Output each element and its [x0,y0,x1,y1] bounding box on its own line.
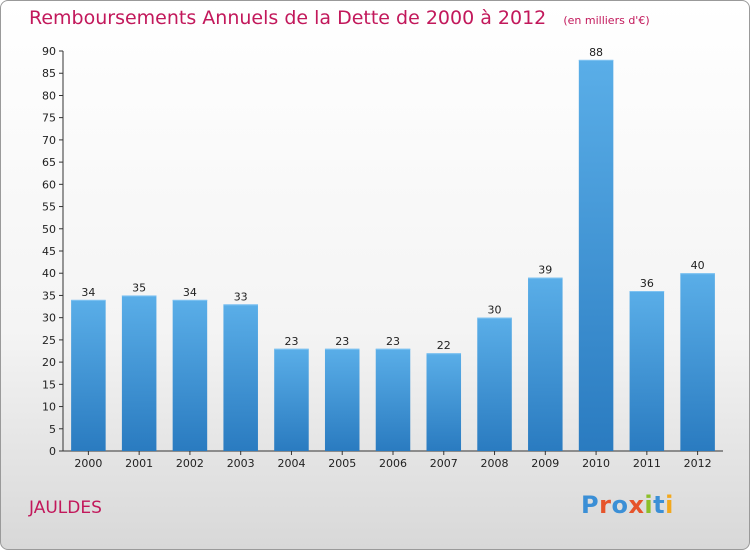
bar-value-label: 34 [81,286,95,299]
y-tick-label: 70 [42,134,56,147]
y-tick-label: 65 [42,156,56,169]
y-tick-label: 55 [42,201,56,214]
x-tick-label: 2003 [227,457,255,470]
bar-value-label: 23 [386,335,400,348]
bar [528,277,563,451]
bar-value-label: 40 [691,259,705,272]
y-tick-label: 10 [42,401,56,414]
bar [274,348,309,451]
y-tick-label: 0 [49,445,56,458]
bar-value-label: 30 [488,304,502,317]
x-tick-label: 2008 [481,457,509,470]
logo-letter: o [611,491,629,519]
x-tick-label: 2001 [125,457,153,470]
bar [375,348,411,451]
y-tick-label: 75 [42,112,56,125]
y-tick-label: 90 [42,45,56,58]
logo-letter: i [665,491,674,519]
bars [71,59,715,452]
y-tick-label: 85 [42,67,56,80]
bar [426,353,462,451]
x-tick-label: 2011 [633,457,661,470]
x-tick-label: 2006 [379,457,407,470]
bar [71,299,106,451]
x-tick-label: 2002 [176,457,204,470]
x-tick-label: 2004 [277,457,305,470]
y-tick-label: 40 [42,267,56,280]
y-tick-label: 5 [49,423,56,436]
y-tick-label: 45 [42,245,56,258]
commune-name: JAULDES [29,498,102,518]
bar-value-label: 35 [132,281,146,294]
x-tick-label: 2010 [582,457,610,470]
logo-letter: t [653,491,666,519]
bar-value-labels: 34 35 34 33 23 23 23 22 30 39 88 36 40 [81,46,704,352]
bar-value-label: 23 [284,335,298,348]
unit-note: (en milliers d'€) [563,14,650,27]
x-tick-label: 2005 [328,457,356,470]
y-tick-label: 30 [42,312,56,325]
logo-letter: P [581,491,600,519]
chart-title: Remboursements Annuels de la Dette de 20… [29,7,547,29]
bar-value-label: 88 [589,46,603,59]
logo-letter: i [644,491,654,519]
x-tick-label: 2009 [531,457,559,470]
x-tick-label: 2012 [684,457,712,470]
x-tick-label: 2000 [74,457,102,470]
bar [477,317,512,451]
bar-value-label: 36 [640,277,654,290]
bar [324,348,360,451]
bar [172,299,208,451]
y-tick-label: 35 [42,289,56,302]
x-tick-label: 2007 [430,457,458,470]
y-tick-label: 50 [42,223,56,236]
bar [223,304,258,451]
logo-letter: r [599,491,612,519]
proxiti-logo: Proxiti [581,491,674,519]
y-tick-label: 80 [42,89,56,102]
title-row: Remboursements Annuels de la Dette de 20… [29,7,650,29]
bar-value-label: 33 [234,290,248,303]
bar [629,291,665,451]
bar-value-label: 34 [183,286,197,299]
bar [680,273,715,451]
y-tick-label: 25 [42,334,56,347]
y-tick-label: 20 [42,356,56,369]
bar-value-label: 22 [437,339,451,352]
y-tick-label: 60 [42,178,56,191]
y-tick-label: 15 [42,378,56,391]
bar-value-label: 39 [538,264,552,277]
logo-letter: x [628,491,645,519]
bar-value-label: 23 [335,335,349,348]
bar [121,295,157,451]
bar [578,59,614,452]
